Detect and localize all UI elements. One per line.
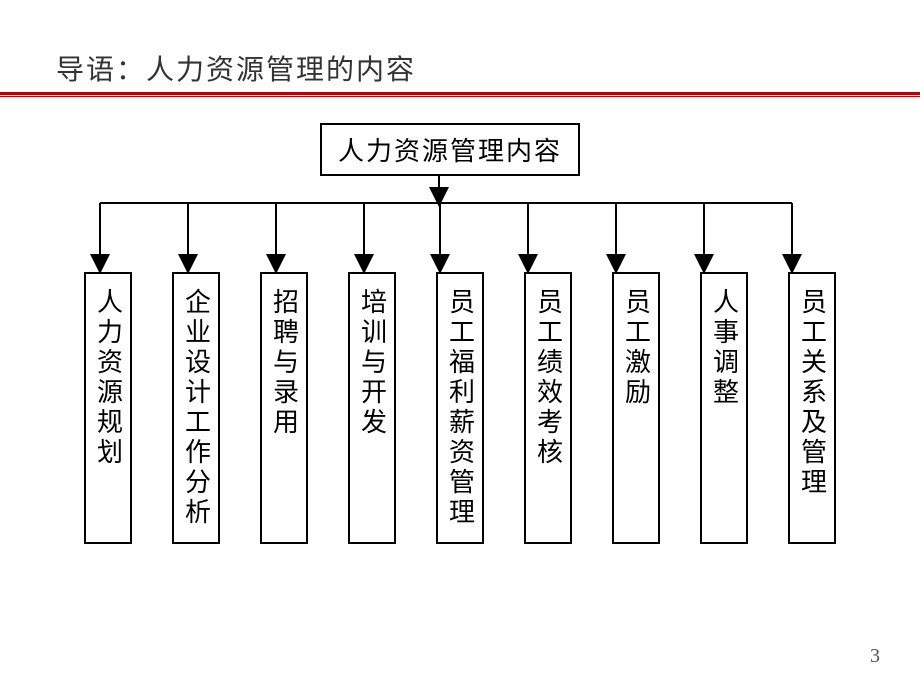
child-node: 人力资源规划 — [84, 272, 132, 544]
child-node-label: 人力资源规划 — [90, 288, 125, 468]
child-node-label: 员工绩效考核 — [530, 288, 565, 468]
child-node-label: 员工关系及管理 — [794, 288, 829, 498]
page-number: 3 — [870, 645, 880, 668]
child-node-label: 培训与开发 — [354, 288, 389, 438]
divider-thin — [0, 96, 920, 97]
org-diagram: 人力资源管理内容 人力资源规划 企业设计工作分析 招聘与录用 培训与开发 员工福利薪资管… — [0, 115, 920, 635]
child-node: 员工关系及管理 — [788, 272, 836, 544]
child-node: 人事调整 — [700, 272, 748, 544]
child-row: 人力资源规划 企业设计工作分析 招聘与录用 培训与开发 员工福利薪资管理 员工绩效考核 员工… — [0, 272, 920, 544]
child-node-label: 企业设计工作分析 — [178, 288, 213, 528]
child-node: 员工绩效考核 — [524, 272, 572, 544]
root-node-label: 人力资源管理内容 — [338, 137, 562, 166]
page-title: 导语：人力资源管理的内容 — [56, 48, 416, 88]
child-node-label: 员工激励 — [618, 288, 653, 408]
child-node-label: 招聘与录用 — [266, 288, 301, 438]
child-node-label: 员工福利薪资管理 — [442, 288, 477, 528]
child-node: 企业设计工作分析 — [172, 272, 220, 544]
child-node: 培训与开发 — [348, 272, 396, 544]
child-node-label: 人事调整 — [706, 288, 741, 408]
child-node: 员工福利薪资管理 — [436, 272, 484, 544]
child-node: 员工激励 — [612, 272, 660, 544]
child-node: 招聘与录用 — [260, 272, 308, 544]
root-node: 人力资源管理内容 — [320, 123, 580, 176]
